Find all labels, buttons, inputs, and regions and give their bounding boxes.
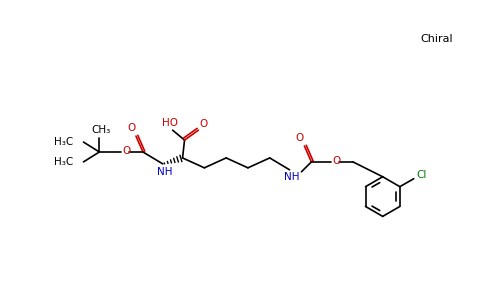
Text: H₃C: H₃C (54, 157, 74, 167)
Text: CH₃: CH₃ (91, 125, 111, 135)
Text: O: O (122, 146, 130, 156)
Text: NH: NH (284, 172, 299, 182)
Text: O: O (199, 119, 208, 129)
Text: O: O (295, 133, 303, 143)
Text: H₃C: H₃C (54, 137, 74, 147)
Text: NH: NH (157, 167, 172, 177)
Text: O: O (127, 123, 135, 133)
Text: Cl: Cl (416, 170, 427, 180)
Text: HO: HO (162, 118, 178, 128)
Text: Chiral: Chiral (421, 34, 453, 44)
Text: O: O (332, 156, 340, 166)
